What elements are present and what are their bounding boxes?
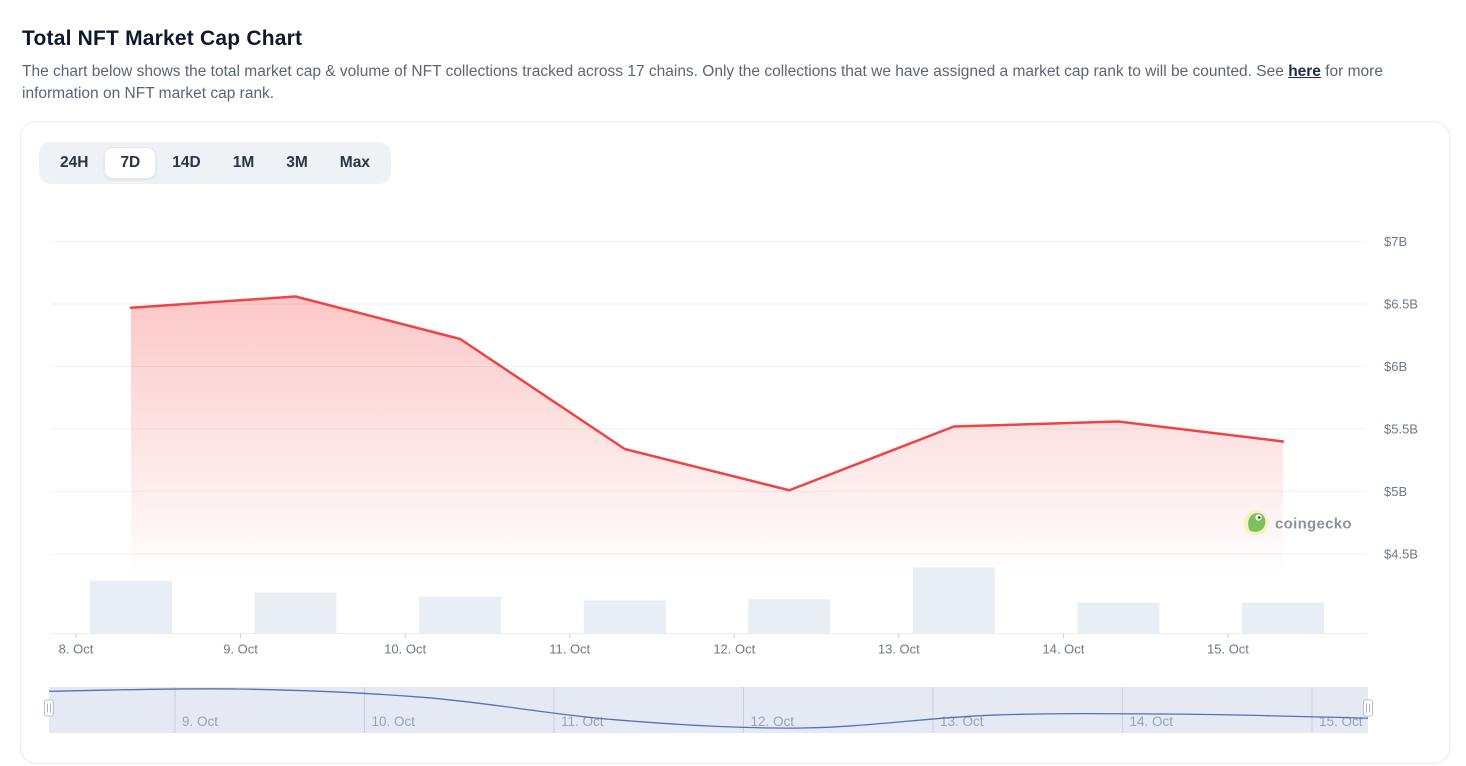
volume-bar [583,600,666,634]
volume-bar [748,599,831,634]
page-description: The chart below shows the total market c… [22,61,1446,105]
market-cap-chart: $7B $6.5B $6B $5.5B $5B $4.5B 8. Oct 9. Oct 10. … [44,234,1418,733]
market-cap-line [129,295,1285,492]
navigator-handle-left[interactable] [44,699,54,717]
navigator-handle-left-grip[interactable] [44,699,54,717]
gecko-pupil [1257,516,1261,519]
market-cap-area [131,296,1283,634]
x-axis-label: 13. Oct [878,642,920,657]
description-text: The chart below shows the total market c… [22,63,1289,80]
range-button-1m[interactable]: 1M [217,147,271,179]
x-axis-label: 11. Oct [549,642,590,657]
coingecko-watermark: coingecko [1243,510,1352,536]
y-axis-label: $5.5B [1384,422,1418,437]
range-button-max[interactable]: Max [324,147,386,179]
chart-card: 24H 7D 14D 1M 3M Max $7B $6.5B $6B $5.5B $5B… [20,121,1450,764]
x-axis-label: 10. Oct [384,642,426,657]
time-range-selector: 24H 7D 14D 1M 3M Max [39,142,391,184]
volume-bar [912,567,995,634]
page-header: Total NFT Market Cap Chart The chart bel… [22,27,1446,105]
x-axis-label: 12. Oct [713,642,755,657]
range-button-24h[interactable]: 24H [44,147,104,179]
navigator-date-label: 14. Oct [1130,714,1174,729]
range-button-7d[interactable]: 7D [104,147,157,179]
navigator-handle-right-grip[interactable] [1363,699,1373,717]
y-axis-label: $6B [1384,359,1407,374]
range-button-3m[interactable]: 3M [270,147,324,179]
navigator-series-line [48,688,1369,729]
y-axis-label: $4.5B [1384,547,1418,562]
volume-bar [254,592,337,634]
navigator-date-label: 10. Oct [372,714,416,729]
x-axis-label: 9. Oct [223,642,258,657]
volume-bar [1241,602,1324,634]
here-link[interactable]: here [1288,63,1321,80]
volume-bar [90,580,172,634]
x-axis-label: 14. Oct [1042,642,1084,657]
x-axis-label: 8. Oct [59,642,94,657]
description-text-after: for more information on NFT market cap r… [22,63,1383,102]
y-axis-label: $5B [1384,484,1407,499]
x-axis-label: 15. Oct [1207,642,1249,657]
volume-bar [1077,602,1160,634]
navigator-date-label: 9. Oct [182,714,218,729]
y-axis-label: $6.5B [1384,297,1418,312]
range-button-14d[interactable]: 14D [156,147,216,179]
navigator-handle-right[interactable] [1363,699,1373,717]
y-axis-label: $7B [1384,234,1407,249]
navigator-date-label: 12. Oct [751,714,795,729]
watermark-text: coingecko [1275,516,1352,533]
page-title: Total NFT Market Cap Chart [22,27,303,50]
navigator-date-label: 15. Oct [1319,714,1363,729]
volume-bar [419,596,502,634]
